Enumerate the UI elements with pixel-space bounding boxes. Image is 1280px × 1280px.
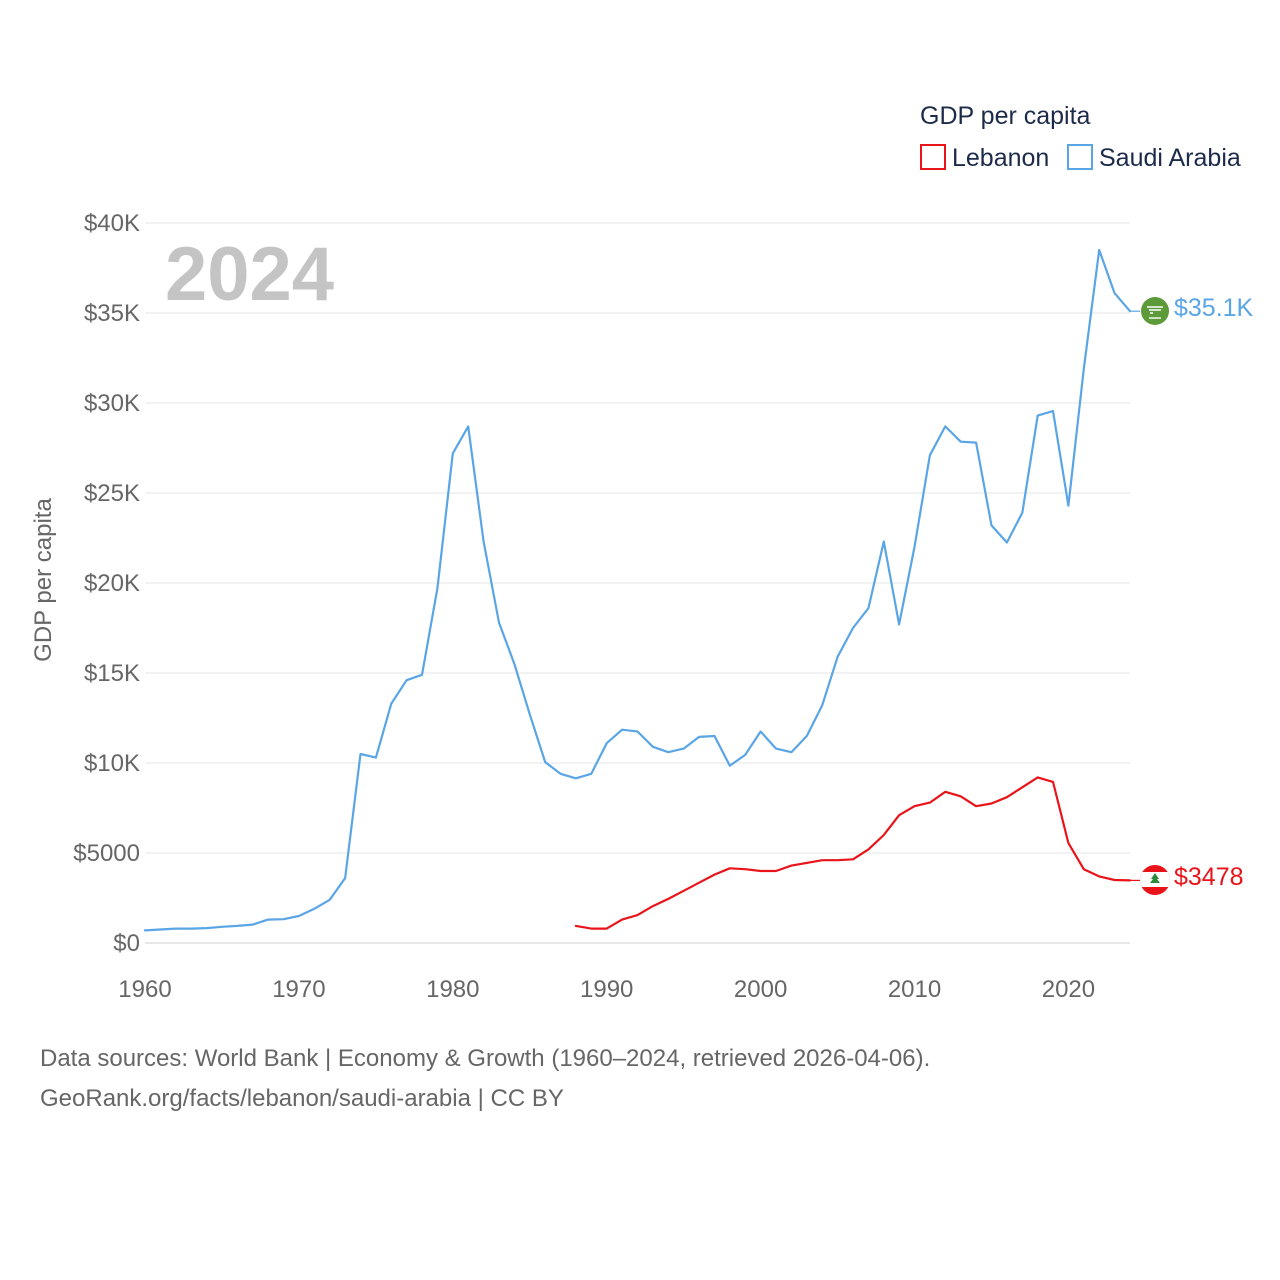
x-axis: 1960 1970 1980 1990 2000 2010 2020 — [118, 976, 1095, 1003]
legend-swatch-saudi-arabia[interactable] — [1067, 144, 1093, 170]
y-tick-label: $30K — [84, 390, 140, 417]
y-tick-label: $25K — [84, 480, 140, 507]
series-line-lebanon[interactable] — [574, 776, 1132, 930]
end-markers — [1130, 310, 1140, 881]
y-tick-label: $20K — [84, 570, 140, 597]
x-tick-label: 2000 — [734, 976, 787, 1003]
footer-sources: Data sources: World Bank | Economy & Gro… — [40, 1045, 931, 1072]
end-value-lebanon: $3478 — [1174, 863, 1244, 891]
grid — [145, 222, 1130, 944]
legend-swatch-lebanon[interactable] — [920, 144, 946, 170]
y-tick-label: $5000 — [73, 840, 140, 867]
x-tick-label: 1980 — [426, 976, 479, 1003]
series-line-saudi-arabia[interactable] — [143, 248, 1132, 932]
y-tick-label: $40K — [84, 210, 140, 237]
legend-label-lebanon[interactable]: Lebanon — [952, 144, 1049, 172]
legend-label-saudi-arabia[interactable]: Saudi Arabia — [1099, 144, 1241, 172]
y-tick-label: $35K — [84, 300, 140, 327]
y-tick-label: $0 — [113, 930, 140, 957]
x-tick-label: 2010 — [888, 976, 941, 1003]
saudi-arabia-flag-icon — [1141, 297, 1169, 325]
y-tick-label: $10K — [84, 750, 140, 777]
legend-title: GDP per capita — [920, 102, 1091, 130]
x-tick-label: 2020 — [1042, 976, 1095, 1003]
footer-attribution: GeoRank.org/facts/lebanon/saudi-arabia |… — [40, 1085, 564, 1112]
y-axis-title: GDP per capita — [30, 498, 57, 662]
legend: GDP per capita Lebanon Saudi Arabia — [920, 102, 1241, 172]
x-tick-label: 1990 — [580, 976, 633, 1003]
end-value-saudi-arabia: $35.1K — [1174, 294, 1254, 322]
series-lines — [143, 248, 1132, 932]
x-tick-label: 1970 — [272, 976, 325, 1003]
y-tick-label: $15K — [84, 660, 140, 687]
x-tick-label: 1960 — [118, 976, 171, 1003]
year-label: 2024 — [165, 232, 334, 317]
y-axis: $0 $5000 $10K $15K $20K $25K $30K $35K $40K — [73, 210, 140, 957]
lebanon-flag-icon — [1140, 865, 1170, 895]
